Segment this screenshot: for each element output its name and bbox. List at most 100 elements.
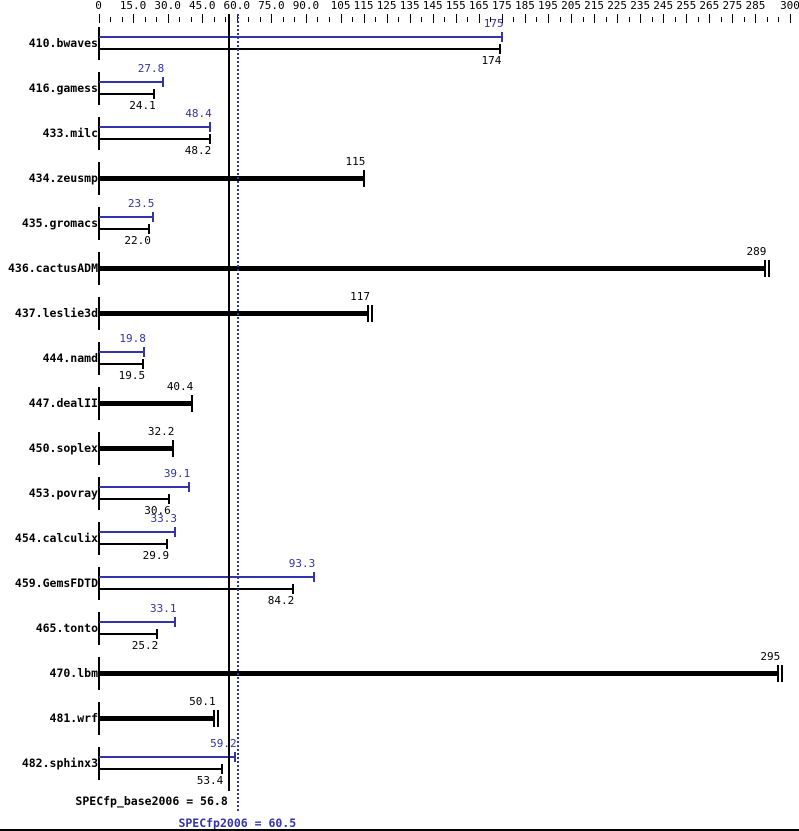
axis-minor-tick <box>121 17 123 22</box>
bar-peak <box>98 531 176 533</box>
axis-minor-tick <box>444 17 446 22</box>
bar-value-label-peak: 33.3 <box>150 512 177 525</box>
benchmark-row: 434.zeusmp 115 <box>0 156 799 201</box>
axis-minor-tick <box>720 17 722 22</box>
axis-minor-tick <box>697 17 699 22</box>
bar-merged <box>98 311 369 316</box>
bar-merged <box>98 671 779 676</box>
bar-end-cap-base <box>777 665 780 682</box>
axis-minor-tick <box>674 17 676 22</box>
axis-major-tick <box>755 14 757 23</box>
bar-peak <box>98 81 163 83</box>
bar-end-cap-peak <box>143 347 146 357</box>
axis-tick-label: 135 <box>399 0 420 12</box>
bar-value-label-base: 24.1 <box>129 99 156 112</box>
bar-peak <box>98 576 314 578</box>
row-axis-anchor <box>97 207 100 240</box>
axis-tick-label: 155 <box>445 0 466 12</box>
axis-tick-label: 75.0 <box>258 0 285 12</box>
axis-minor-tick <box>375 17 377 22</box>
bar-base <box>98 498 170 500</box>
bar-value-label-base: 19.5 <box>118 369 146 382</box>
axis-tick-label: 115 <box>353 0 374 12</box>
axis-tick-label: 275 <box>722 0 743 12</box>
bar-end-cap-peak <box>500 32 503 42</box>
bar-end-cap-base <box>166 539 169 549</box>
axis-tick-label: 0 <box>95 0 102 12</box>
axis-major-tick <box>617 14 619 23</box>
axis-tick-label: 15.0 <box>119 0 147 12</box>
chart-x-axis: 0 15.0 30.0 45.0 60.0 75.0 90.0 105 115 125 135 145… <box>0 0 799 26</box>
axis-minor-tick <box>778 17 780 22</box>
benchmark-row: 482.sphinx3 59.2 53.4 <box>0 738 799 787</box>
axis-tick-label: 265 <box>699 0 720 12</box>
axis-major-tick <box>455 14 457 23</box>
bar-end-cap-peak <box>161 77 164 87</box>
axis-minor-tick <box>225 17 227 22</box>
benchmark-row: 481.wrf 50.1 <box>0 696 799 741</box>
axis-minor-tick <box>156 17 158 22</box>
axis-major-tick <box>409 14 411 23</box>
bar-value-label-peak: 175 <box>483 17 504 30</box>
bar-value-label-peak: 27.8 <box>137 62 165 75</box>
benchmark-name-459-gemsfdtd: 459.GemsFDTD <box>14 576 98 590</box>
bar-end-cap-peak <box>174 527 177 537</box>
bar-end-cap-base <box>362 170 365 187</box>
bar-end-cap-base <box>153 89 156 99</box>
bar-end-cap-peak <box>371 305 374 322</box>
bar-merged <box>98 401 192 406</box>
benchmark-row: 447.dealII 40.4 <box>0 381 799 426</box>
axis-tick-label: 300 <box>780 0 799 12</box>
bar-end-cap-peak <box>233 752 236 762</box>
bar-end-cap-base <box>168 494 171 504</box>
bar-end-cap-peak <box>187 482 190 492</box>
row-axis-anchor <box>97 747 100 780</box>
benchmark-name-444-namd: 444.namd <box>42 351 98 365</box>
benchmark-row: 454.calculix 33.3 29.9 <box>0 512 799 562</box>
axis-tick-label: 215 <box>584 0 604 12</box>
bar-end-cap-base <box>498 44 501 54</box>
benchmark-row: 433.milc 48.4 48.2 <box>0 108 799 157</box>
bar-value-label-base: 48.2 <box>184 144 212 157</box>
bar-value-label-base: 115 <box>345 155 366 168</box>
axis-major-tick <box>202 14 204 23</box>
base-summary-label: SPECfp_base2006 = 56.8 <box>75 794 228 808</box>
bar-value-label-peak: 39.1 <box>163 467 191 480</box>
bar-end-cap-peak <box>781 665 784 682</box>
row-axis-anchor <box>97 117 100 150</box>
axis-major-tick <box>594 14 596 23</box>
axis-minor-tick <box>536 17 538 22</box>
bar-end-cap-peak <box>173 617 176 627</box>
bar-end-cap-base <box>763 260 766 277</box>
axis-tick-label: 205 <box>561 0 581 12</box>
bar-peak <box>98 126 211 128</box>
row-axis-anchor <box>97 567 100 600</box>
benchmark-name-433-milc: 433.milc <box>42 126 98 140</box>
bar-merged <box>98 266 765 271</box>
bar-end-cap-base <box>190 395 193 412</box>
axis-tick-label: 285 <box>745 0 766 12</box>
bar-value-label-base: 53.4 <box>196 774 224 787</box>
benchmark-name-416-gamess: 416.gamess <box>28 81 98 95</box>
axis-major-tick <box>305 14 307 23</box>
benchmark-name-436-cactusadm: 436.cactusADM <box>7 261 98 275</box>
bar-value-label-base: 295 <box>760 650 781 663</box>
axis-tick-label: 45.0 <box>188 0 216 12</box>
axis-tick-label: 165 <box>468 0 489 12</box>
bar-base <box>98 588 293 590</box>
benchmark-name-453-povray: 453.povray <box>28 486 98 500</box>
axis-major-tick <box>547 14 549 23</box>
bar-base <box>98 48 500 50</box>
bar-value-label-base: 174 <box>481 54 502 67</box>
axis-tick-label: 145 <box>422 0 443 12</box>
bar-base <box>98 543 168 545</box>
axis-major-tick <box>524 14 526 23</box>
axis-minor-tick <box>190 17 192 22</box>
axis-tick-label: 30.0 <box>154 0 181 12</box>
bar-base <box>98 363 144 365</box>
axis-major-tick <box>133 14 135 23</box>
axis-minor-tick <box>421 17 423 22</box>
bar-end-cap-peak <box>767 260 770 277</box>
row-axis-anchor <box>97 342 100 375</box>
axis-minor-tick <box>559 17 561 22</box>
